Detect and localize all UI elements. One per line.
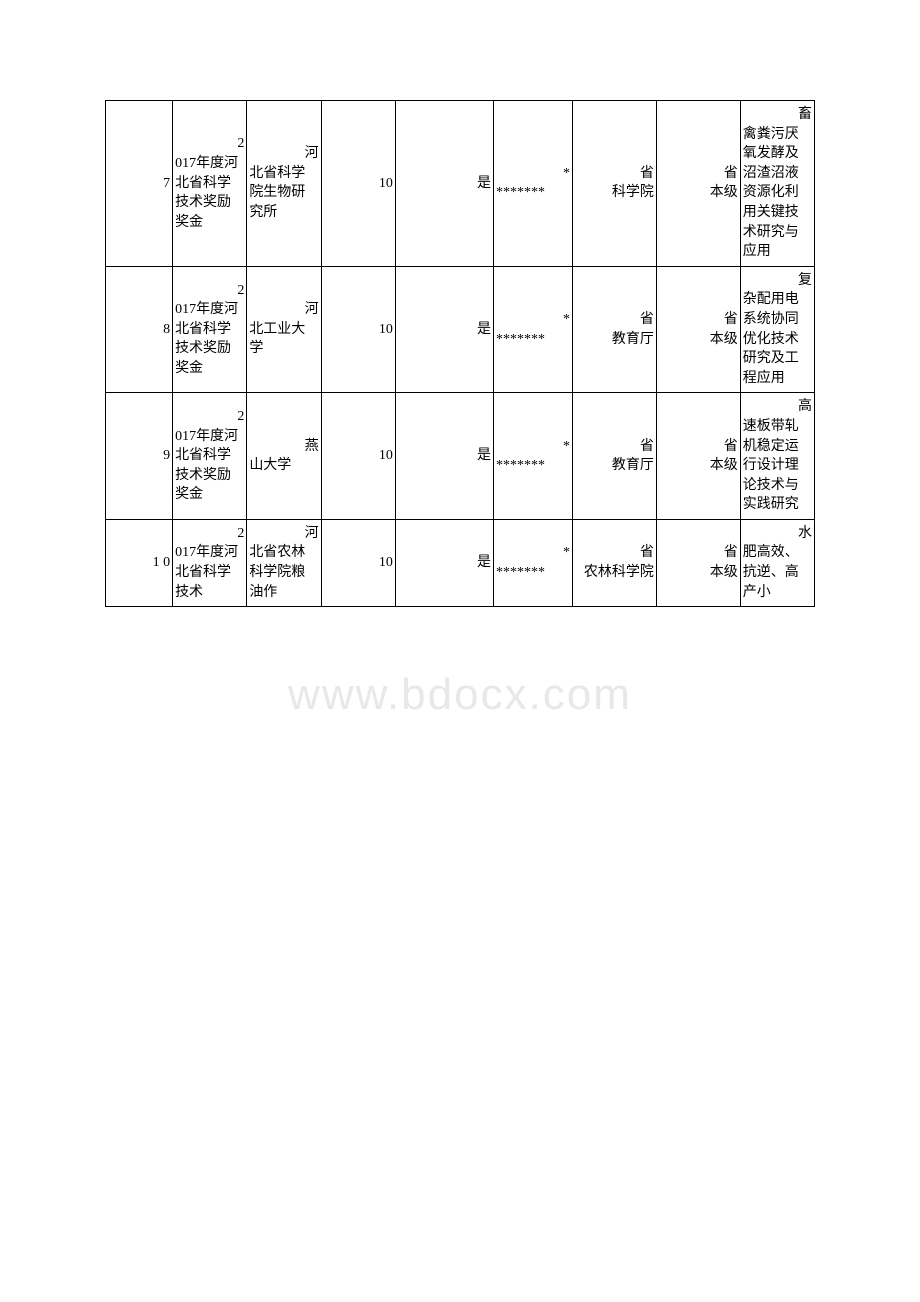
table-row: 7 2017年度河北省科学技术奖励奖金 河北省科学院生物研究所 10 是 ***… — [106, 101, 815, 267]
cell-level: 省本级 — [656, 519, 740, 606]
cell-confirm: 是 — [395, 519, 493, 606]
cell-dept: 省教育厅 — [573, 393, 657, 520]
cell-index: 7 — [106, 101, 173, 267]
table-row: 8 2017年度河北省科学技术奖励奖金 河北工业大学 10 是 ********… — [106, 266, 815, 393]
table-row: 1 0 2017年度河北省科学技术 河北省农林科学院粮油作 10 是 *****… — [106, 519, 815, 606]
cell-project: 高速板带轧机稳定运行设计理论技术与实践研究 — [740, 393, 814, 520]
cell-stars: ******** — [494, 393, 573, 520]
cell-amount: 10 — [321, 266, 395, 393]
watermark-text: www.bdocx.com — [0, 670, 920, 720]
table-body: 7 2017年度河北省科学技术奖励奖金 河北省科学院生物研究所 10 是 ***… — [106, 101, 815, 607]
cell-stars: ******** — [494, 519, 573, 606]
data-table: 7 2017年度河北省科学技术奖励奖金 河北省科学院生物研究所 10 是 ***… — [105, 100, 815, 607]
cell-project: 水肥高效、抗逆、高产小 — [740, 519, 814, 606]
cell-unit: 河北省科学院生物研究所 — [247, 101, 321, 267]
cell-index: 9 — [106, 393, 173, 520]
cell-unit: 河北省农林科学院粮油作 — [247, 519, 321, 606]
cell-amount: 10 — [321, 101, 395, 267]
cell-award: 2017年度河北省科学技术奖励奖金 — [173, 393, 247, 520]
cell-unit: 燕山大学 — [247, 393, 321, 520]
cell-project: 畜禽粪污厌氧发酵及沼渣沼液资源化利用关键技术研究与应用 — [740, 101, 814, 267]
cell-dept: 省科学院 — [573, 101, 657, 267]
cell-stars: ******** — [494, 266, 573, 393]
cell-stars: ******** — [494, 101, 573, 267]
cell-confirm: 是 — [395, 393, 493, 520]
cell-amount: 10 — [321, 393, 395, 520]
cell-award: 2017年度河北省科学技术奖励奖金 — [173, 101, 247, 267]
cell-level: 省本级 — [656, 266, 740, 393]
cell-amount: 10 — [321, 519, 395, 606]
cell-index: 1 0 — [106, 519, 173, 606]
cell-dept: 省农林科学院 — [573, 519, 657, 606]
cell-award: 2017年度河北省科学技术奖励奖金 — [173, 266, 247, 393]
cell-index: 8 — [106, 266, 173, 393]
table-row: 9 2017年度河北省科学技术奖励奖金 燕山大学 10 是 ******** 省… — [106, 393, 815, 520]
cell-level: 省本级 — [656, 101, 740, 267]
cell-confirm: 是 — [395, 266, 493, 393]
cell-confirm: 是 — [395, 101, 493, 267]
cell-level: 省本级 — [656, 393, 740, 520]
cell-project: 复杂配用电系统协同优化技术研究及工程应用 — [740, 266, 814, 393]
cell-dept: 省教育厅 — [573, 266, 657, 393]
cell-award: 2017年度河北省科学技术 — [173, 519, 247, 606]
cell-unit: 河北工业大学 — [247, 266, 321, 393]
